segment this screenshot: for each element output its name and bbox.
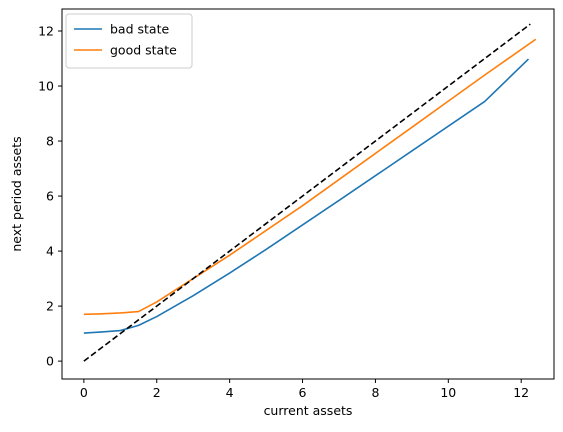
x-axis: 0 2 4 6 8 10 12 (80, 379, 529, 400)
y-axis-label: next period assets (9, 136, 24, 251)
series-layer (83, 23, 537, 362)
series-line-45-degree (83, 23, 531, 362)
x-tick-label: 0 (80, 385, 88, 400)
x-tick-label: 4 (226, 385, 234, 400)
x-tick-label: 10 (440, 385, 456, 400)
legend: bad state good state (65, 13, 193, 69)
series-line-good-state (83, 38, 537, 316)
plot-area (61, 8, 555, 380)
y-axis: 0 2 4 6 8 10 12 (38, 24, 62, 369)
y-tick-label: 12 (38, 24, 54, 39)
x-tick-label: 8 (371, 385, 379, 400)
y-tick-label: 8 (46, 134, 54, 149)
y-tick-label: 10 (38, 79, 54, 94)
y-tick-label: 2 (46, 299, 54, 314)
legend-label: good state (110, 43, 177, 58)
x-axis-label: current assets (264, 403, 353, 418)
y-tick-label: 0 (46, 354, 54, 369)
y-tick-label: 6 (46, 189, 54, 204)
x-tick-label: 6 (299, 385, 307, 400)
legend-box (65, 13, 193, 69)
legend-label: bad state (110, 22, 169, 37)
x-tick-label: 12 (513, 385, 529, 400)
series-line-bad-state (83, 58, 530, 334)
x-tick-label: 2 (153, 385, 161, 400)
y-tick-label: 4 (46, 244, 54, 259)
